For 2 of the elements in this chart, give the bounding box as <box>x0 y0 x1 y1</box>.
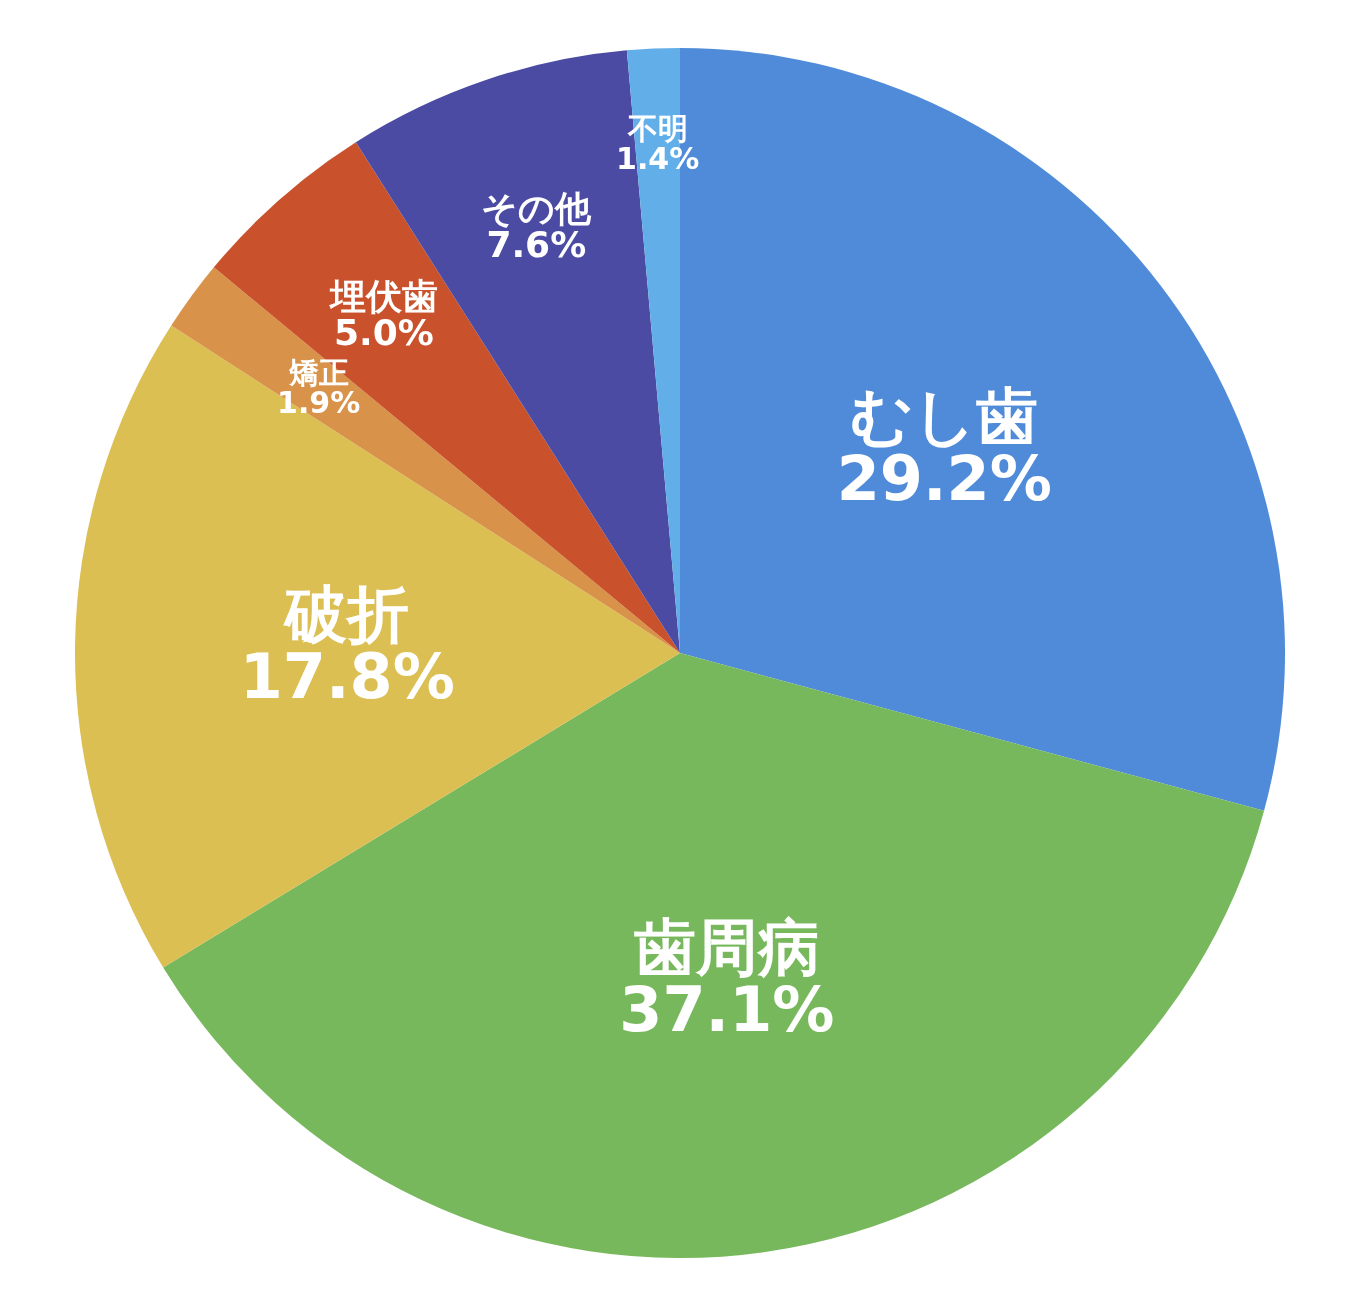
pie-slice <box>171 267 680 653</box>
pie-slice <box>163 653 1265 1258</box>
